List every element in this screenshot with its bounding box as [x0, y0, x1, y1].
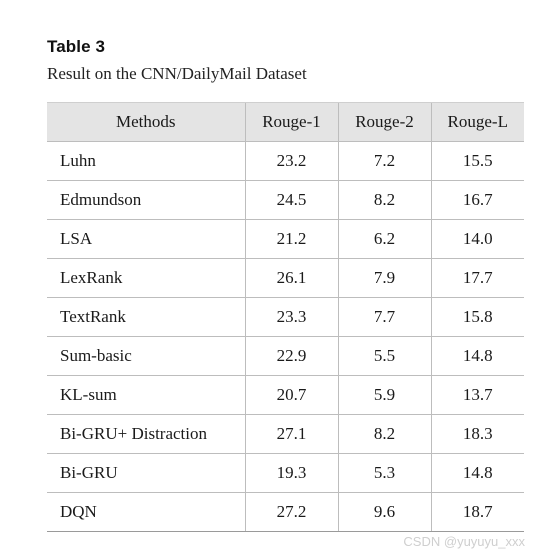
rouge-1-cell: 27.2: [244, 492, 338, 532]
method-cell: Luhn: [47, 141, 245, 181]
table-row: Bi-GRU 19.3 5.3 14.8: [47, 453, 524, 493]
table-body: Luhn 23.2 7.2 15.5 Edmundson 24.5 8.2 16…: [47, 141, 524, 532]
method-cell: Bi-GRU+ Distraction: [47, 414, 245, 454]
rouge-2-cell: 5.3: [337, 453, 431, 493]
rouge-1-cell: 27.1: [244, 414, 338, 454]
column-header-methods: Methods: [47, 102, 245, 142]
method-cell: DQN: [47, 492, 245, 532]
table-row: Sum-basic 22.9 5.5 14.8: [47, 336, 524, 376]
rouge-l-cell: 15.8: [430, 297, 524, 337]
rouge-l-cell: 15.5: [430, 141, 524, 181]
rouge-l-cell: 14.8: [430, 336, 524, 376]
rouge-l-cell: 14.8: [430, 453, 524, 493]
rouge-1-cell: 24.5: [244, 180, 338, 220]
table-row: Luhn 23.2 7.2 15.5: [47, 141, 524, 181]
method-cell: Sum-basic: [47, 336, 245, 376]
method-cell: Bi-GRU: [47, 453, 245, 493]
rouge-2-cell: 7.2: [337, 141, 431, 181]
rouge-l-cell: 13.7: [430, 375, 524, 415]
column-header-rouge-l: Rouge-L: [430, 102, 524, 142]
rouge-1-cell: 23.2: [244, 141, 338, 181]
method-cell: KL-sum: [47, 375, 245, 415]
rouge-2-cell: 6.2: [337, 219, 431, 259]
rouge-1-cell: 22.9: [244, 336, 338, 376]
rouge-1-cell: 20.7: [244, 375, 338, 415]
rouge-2-cell: 9.6: [337, 492, 431, 532]
rouge-2-cell: 7.9: [337, 258, 431, 298]
rouge-l-cell: 14.0: [430, 219, 524, 259]
rouge-l-cell: 18.3: [430, 414, 524, 454]
method-cell: LSA: [47, 219, 245, 259]
table-row: Edmundson 24.5 8.2 16.7: [47, 180, 524, 220]
table-row: LSA 21.2 6.2 14.0: [47, 219, 524, 259]
rouge-2-cell: 8.2: [337, 180, 431, 220]
rouge-1-cell: 26.1: [244, 258, 338, 298]
rouge-l-cell: 17.7: [430, 258, 524, 298]
rouge-2-cell: 7.7: [337, 297, 431, 337]
results-table: Methods Rouge-1 Rouge-2 Rouge-L Luhn 23.…: [47, 102, 524, 532]
table-row: KL-sum 20.7 5.9 13.7: [47, 375, 524, 415]
rouge-2-cell: 8.2: [337, 414, 431, 454]
rouge-1-cell: 21.2: [244, 219, 338, 259]
watermark-text: CSDN @yuyuyu_xxx: [403, 534, 525, 549]
rouge-l-cell: 18.7: [430, 492, 524, 532]
table-row: LexRank 26.1 7.9 17.7: [47, 258, 524, 298]
rouge-l-cell: 16.7: [430, 180, 524, 220]
method-cell: TextRank: [47, 297, 245, 337]
table-title: Table 3: [47, 37, 106, 56]
column-header-rouge-1: Rouge-1: [244, 102, 338, 142]
rouge-2-cell: 5.5: [337, 336, 431, 376]
rouge-1-cell: 19.3: [244, 453, 338, 493]
method-cell: Edmundson: [47, 180, 245, 220]
table-header-row: Methods Rouge-1 Rouge-2 Rouge-L: [47, 102, 524, 142]
table-caption: Result on the CNN/DailyMail Dataset: [47, 64, 307, 83]
method-cell: LexRank: [47, 258, 245, 298]
column-header-rouge-2: Rouge-2: [337, 102, 431, 142]
table-row: TextRank 23.3 7.7 15.8: [47, 297, 524, 337]
rouge-2-cell: 5.9: [337, 375, 431, 415]
rouge-1-cell: 23.3: [244, 297, 338, 337]
table-row: DQN 27.2 9.6 18.7: [47, 492, 524, 532]
table-row: Bi-GRU+ Distraction 27.1 8.2 18.3: [47, 414, 524, 454]
